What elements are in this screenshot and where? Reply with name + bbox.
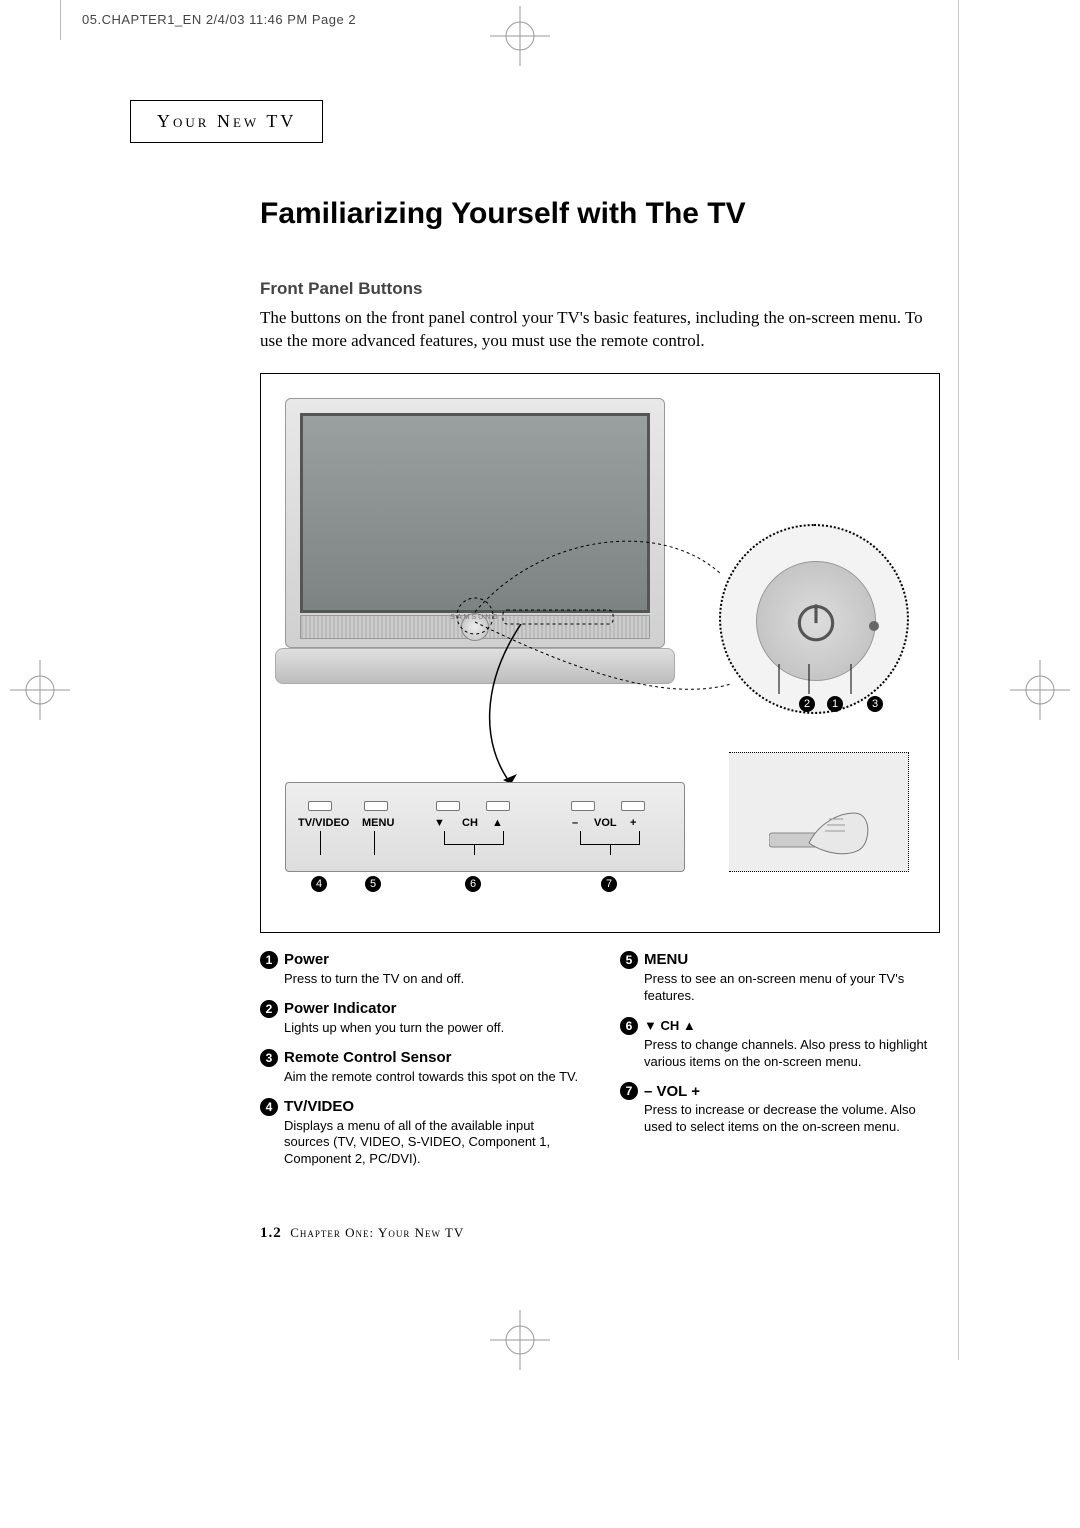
panel-btn-tvvideo xyxy=(308,801,332,811)
badge-7: 7 xyxy=(620,1082,638,1100)
zoom-power-button xyxy=(756,561,876,681)
badge-1: 1 xyxy=(260,951,278,969)
desc-body-3: Aim the remote control towards this spot… xyxy=(284,1069,580,1086)
desc-body-7: Press to increase or decrease the volume… xyxy=(644,1102,940,1136)
page-content: Your New TV Familiarizing Yourself with … xyxy=(130,100,950,1180)
callout-badge-6: 6 xyxy=(465,876,481,892)
descriptions: 1Power Press to turn the TV on and off. … xyxy=(260,951,940,1180)
section-box: Your New TV xyxy=(130,100,323,143)
panel-label-plus: + xyxy=(630,817,636,829)
panel-btn-vol-up xyxy=(621,801,645,811)
desc-body-5: Press to see an on-screen menu of your T… xyxy=(644,971,940,1005)
page-title: Familiarizing Yourself with The TV xyxy=(260,197,950,231)
desc-title-6: ▼ CH ▲ xyxy=(644,1018,696,1033)
power-icon xyxy=(791,596,841,646)
panel-btn-vol-down xyxy=(571,801,595,811)
section-subtitle: Front Panel Buttons xyxy=(260,279,950,299)
button-panel: TV/VIDEO MENU ▼ CH ▲ – VOL + xyxy=(285,782,685,872)
page-number: 1.2 xyxy=(260,1225,282,1241)
callout-badge-4: 4 xyxy=(311,876,327,892)
desc-body-6: Press to change channels. Also press to … xyxy=(644,1037,940,1071)
intro-paragraph: The buttons on the front panel control y… xyxy=(260,307,940,353)
callout-badge-5: 5 xyxy=(365,876,381,892)
desc-body-2: Lights up when you turn the power off. xyxy=(284,1020,580,1037)
crop-mark-top xyxy=(490,6,550,66)
footer-chapter: Chapter One: Your New TV xyxy=(290,1225,464,1240)
panel-btn-menu xyxy=(364,801,388,811)
desc-title-4: TV/VIDEO xyxy=(284,1098,354,1115)
panel-leader-7 xyxy=(610,845,611,855)
desc-item-2: 2 Power Indicator Lights up when you turn… xyxy=(260,1000,580,1037)
ir-sensor-dot xyxy=(869,621,879,631)
page-footer: 1.2 Chapter One: Your New TV xyxy=(260,1225,464,1242)
crop-mark-right xyxy=(1010,660,1070,720)
crop-mark-bottom xyxy=(490,1310,550,1370)
badge-4: 4 xyxy=(260,1098,278,1116)
desc-item-4: 4 TV/VIDEO Displays a menu of all of the … xyxy=(260,1098,580,1169)
crop-mark-left xyxy=(10,660,70,720)
desc-item-3: 3 Remote Control Sensor Aim the remote co… xyxy=(260,1049,580,1086)
panel-label-menu: MENU xyxy=(362,817,394,829)
badge-6: 6 xyxy=(620,1017,638,1035)
desc-body-4: Displays a menu of all of the available … xyxy=(284,1118,580,1169)
panel-label-down: ▼ xyxy=(434,817,445,829)
panel-leader-6 xyxy=(474,845,475,855)
panel-btn-ch-down xyxy=(436,801,460,811)
badge-2: 2 xyxy=(260,1000,278,1018)
desc-item-5: 5 MENU Press to see an on-screen menu of … xyxy=(620,951,940,1005)
callout-badge-7: 7 xyxy=(601,876,617,892)
hand-detail-panel xyxy=(729,752,909,872)
print-header: 05.CHAPTER1_EN 2/4/03 11:46 PM Page 2 xyxy=(82,12,356,27)
panel-label-up: ▲ xyxy=(492,817,503,829)
page-edge-left xyxy=(60,0,61,40)
desc-item-1: 1 Power Press to turn the TV on and off. xyxy=(260,951,580,988)
desc-title-3: Remote Control Sensor xyxy=(284,1049,452,1066)
arrow-to-panel xyxy=(461,624,581,804)
zoom-badge-lines xyxy=(739,664,899,704)
hand-icon xyxy=(769,773,879,863)
panel-label-ch: CH xyxy=(462,817,478,829)
panel-leader-4 xyxy=(320,831,321,855)
badge-5: 5 xyxy=(620,951,638,969)
desc-item-6: 6 ▼ CH ▲ Press to change channels. Also p… xyxy=(620,1017,940,1071)
panel-btn-ch-up xyxy=(486,801,510,811)
badge-3: 3 xyxy=(260,1049,278,1067)
page-edge-right xyxy=(958,0,959,1360)
desc-title-1: Power xyxy=(284,951,329,968)
desc-col-right: 5 MENU Press to see an on-screen menu of … xyxy=(620,951,940,1180)
figure-frame: SAMSUNG 2 1 3 xyxy=(260,373,940,933)
panel-brace-7 xyxy=(580,831,640,845)
panel-label-minus: – xyxy=(572,817,578,829)
desc-title-5: MENU xyxy=(644,951,688,968)
panel-brace-6 xyxy=(444,831,504,845)
panel-label-tvvideo: TV/VIDEO xyxy=(298,817,349,829)
desc-title-2: Power Indicator xyxy=(284,1000,397,1017)
panel-label-vol: VOL xyxy=(594,817,617,829)
desc-title-7: – VOL + xyxy=(644,1083,700,1100)
desc-item-7: 7 – VOL + Press to increase or decrease t… xyxy=(620,1082,940,1136)
desc-body-1: Press to turn the TV on and off. xyxy=(284,971,580,988)
panel-leader-5 xyxy=(374,831,375,855)
desc-col-left: 1Power Press to turn the TV on and off. … xyxy=(260,951,580,1180)
